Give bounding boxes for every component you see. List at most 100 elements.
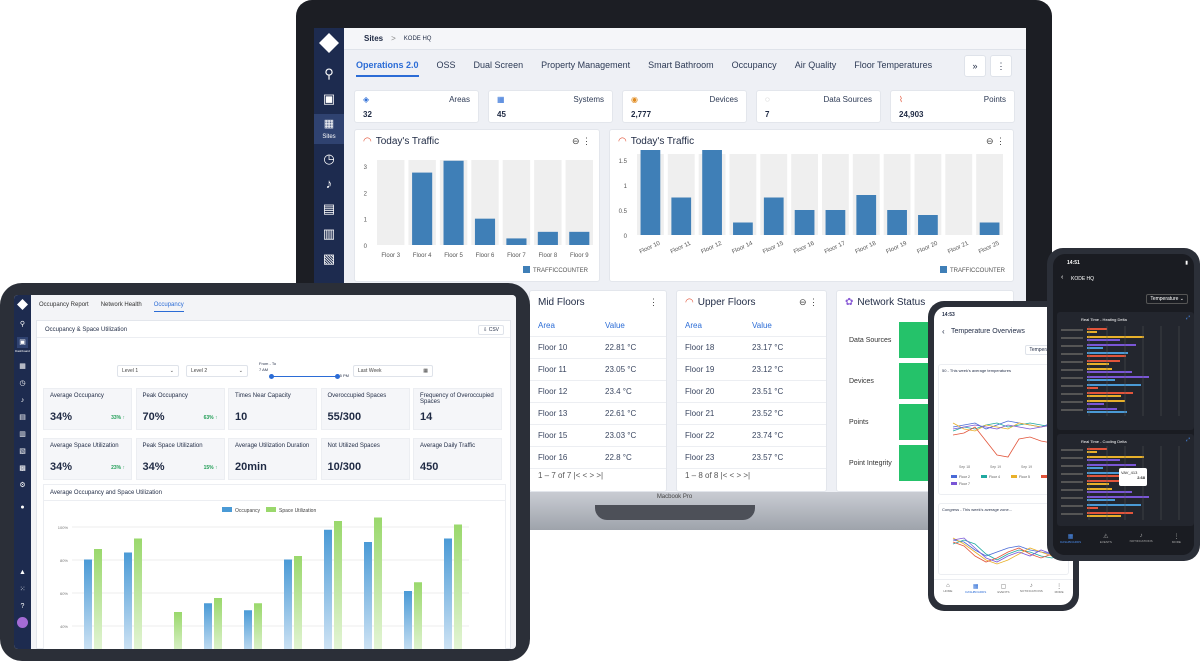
back-icon[interactable]: ‹ xyxy=(1061,274,1064,281)
nav-item[interactable]: ⋮ MORE xyxy=(1045,580,1073,605)
kpi-card: Average Daily Traffic 450 xyxy=(413,438,502,480)
clock-icon[interactable]: ◷ xyxy=(19,380,26,387)
document-icon[interactable]: ▥ xyxy=(322,226,336,241)
wifi-icon: ◠ xyxy=(685,297,694,308)
card-menu-icon[interactable]: ⊖ ⋮ xyxy=(798,297,818,307)
search-icon[interactable]: ⚲ xyxy=(19,321,26,328)
tab-air-quality[interactable]: Air Quality xyxy=(794,60,837,70)
y-tick-label: 1 xyxy=(364,218,368,224)
slider-handle-end[interactable] xyxy=(335,374,340,379)
traffic-chart-1: 0 1 2 3 Floor 3 Floor 4 Floor 5 Floor 6 Floor 7 F… xyxy=(364,160,593,274)
kpi-delta: 23% ↑ xyxy=(111,465,125,471)
tablet-screen: ⚲ ▣ Dashboard ▦ ◷ ♪ ▤ ▥ ▧ ▩ ⚙ ● ▲ ⁙ ? Oc… xyxy=(14,295,516,649)
bar xyxy=(671,197,692,235)
nav-label: DASHBOARDS xyxy=(965,590,987,594)
clock-icon[interactable]: ◷ xyxy=(323,151,335,166)
sites-icon[interactable]: ▦ xyxy=(19,363,26,370)
user-icon[interactable]: ● xyxy=(20,504,25,511)
breadcrumb-root[interactable]: Sites xyxy=(364,34,384,43)
expand-icon[interactable]: ⤢ xyxy=(1185,315,1190,321)
card-title: Network Status xyxy=(857,297,926,308)
tab-smart-bathroom[interactable]: Smart Bathroom xyxy=(648,60,714,70)
sidebar-dashboard-label: Dashboard xyxy=(15,349,30,353)
nav-item[interactable]: ▢ EVENTS xyxy=(990,580,1018,605)
stat-areas[interactable]: ◈ Areas 32 xyxy=(354,90,479,123)
battery-icon: ▮ xyxy=(1185,260,1188,266)
report-icon[interactable]: ▤ xyxy=(322,201,336,216)
export-csv-button[interactable]: ⇩ CSV xyxy=(478,325,504,335)
help-icon[interactable]: ? xyxy=(20,603,25,610)
nav-item[interactable]: ♪ NOTIFICATIONS xyxy=(1124,530,1159,555)
search-icon[interactable]: ⚲ xyxy=(324,66,334,81)
apps-grid-icon[interactable]: ⁙ xyxy=(19,586,26,593)
x-tick-label: Floor 25 xyxy=(978,240,1001,255)
card-title: Congress - This week's average zone... xyxy=(942,507,1013,512)
nav-item[interactable]: ♪ NOTIFICATIONS xyxy=(1017,580,1045,605)
bar xyxy=(412,172,433,245)
tab-occupancy[interactable]: Occupancy xyxy=(153,298,184,312)
tab-floor-temperatures[interactable]: Floor Temperatures xyxy=(854,60,933,70)
tab-occupancy[interactable]: Occupancy xyxy=(731,60,777,70)
stat-devices[interactable]: ◉ Devices 2,777 xyxy=(622,90,747,123)
nav-item[interactable]: ▦ DASHBOARDS xyxy=(1053,530,1088,555)
alarm-bell-icon[interactable]: ♪ xyxy=(20,397,25,404)
nav-item[interactable]: ⚠ EVENTS xyxy=(1088,530,1123,555)
table-row: Floor 15 23.03 °C xyxy=(530,425,666,447)
tab-oss[interactable]: OSS xyxy=(436,60,456,70)
stat-data-sources[interactable]: ◌ Data Sources 7 xyxy=(756,90,881,123)
dashboard-icon[interactable]: ▣ xyxy=(17,337,28,348)
tab-network-health[interactable]: Network Health xyxy=(100,302,142,308)
hierarchy-icon[interactable]: ▩ xyxy=(19,465,26,472)
legend-swatch xyxy=(222,507,232,512)
occupancy-bar xyxy=(124,552,132,649)
level-2-select[interactable]: Level 2 ⌄ xyxy=(186,365,248,377)
stat-systems[interactable]: ▦ Systems 45 xyxy=(488,90,613,123)
calendar-check-icon[interactable]: ▧ xyxy=(322,251,336,266)
tabs-menu-button[interactable]: ⋮ xyxy=(990,55,1012,77)
pagination[interactable]: 1 – 8 of 8 |< < > >| xyxy=(685,471,751,480)
calendar-icon[interactable]: ▧ xyxy=(19,448,26,455)
delta-bar xyxy=(1087,344,1136,346)
delta-bar xyxy=(1087,472,1128,474)
back-icon[interactable]: ‹ xyxy=(942,327,945,336)
card-menu-icon[interactable]: ⊖ ⋮ xyxy=(985,136,1005,146)
avatar[interactable] xyxy=(17,617,28,628)
pagination[interactable]: 1 – 7 of 7 |< < > >| xyxy=(538,471,604,480)
nav-item[interactable]: ⌂ HOME xyxy=(934,580,962,605)
period-select[interactable]: Last Week ▦ xyxy=(353,365,433,377)
gear-icon[interactable]: ⚙ xyxy=(19,482,26,489)
sidebar-item-sites[interactable]: ▦ Sites xyxy=(314,114,344,144)
tab-occupancy-report[interactable]: Occupancy Report xyxy=(39,302,89,308)
nav-item[interactable]: ▦ DASHBOARDS xyxy=(962,580,990,605)
time-range-slider[interactable]: From - To 7 AM 5 PM xyxy=(257,361,349,383)
stat-points[interactable]: ⌇ Points 24,903 xyxy=(890,90,1015,123)
cell-value: 23.51 °C xyxy=(752,387,784,396)
row-label-placeholder xyxy=(1061,329,1083,331)
legend-label: Space Utilization xyxy=(279,508,316,514)
occupancy-bar xyxy=(244,610,252,649)
level-1-select[interactable]: Level 1 ⌄ xyxy=(117,365,179,377)
tab-operations[interactable]: Operations 2.0 xyxy=(356,53,419,77)
alarm-bell-icon[interactable]: ♪ xyxy=(325,176,333,191)
x-tick-label: Floor 10 xyxy=(639,240,662,255)
tablet-tab-bar: Occupancy Report Network Health Occupanc… xyxy=(31,295,516,315)
upper-floors-card: ◠ Upper Floors ⊖ ⋮ Area Value Floor 18 23.17… xyxy=(676,290,827,492)
breadcrumb-current[interactable]: KODE HQ xyxy=(403,35,432,42)
slider-handle-start[interactable] xyxy=(269,374,274,379)
document-icon[interactable]: ▥ xyxy=(19,431,26,438)
card-menu-icon[interactable]: ⊖ ⋮ xyxy=(571,136,591,146)
report-icon[interactable]: ▤ xyxy=(19,414,26,421)
expand-icon[interactable]: ⤢ xyxy=(1185,437,1190,443)
nav-icon: ▦ xyxy=(1067,534,1074,540)
kpi-value: 55/300 xyxy=(327,411,362,423)
metric-dropdown[interactable]: Temperature ⌄ xyxy=(1146,294,1188,304)
tab-property-management[interactable]: Property Management xyxy=(541,60,631,70)
delta-bar xyxy=(1087,488,1112,490)
card-menu-icon[interactable]: ⋮ xyxy=(649,297,658,307)
rocket-icon[interactable]: ▲ xyxy=(19,569,26,576)
more-tabs-button[interactable]: » xyxy=(964,55,986,77)
nav-item[interactable]: ⋮ MORE xyxy=(1159,530,1194,555)
kpi-value: 10 xyxy=(235,411,248,423)
tab-dual-screen[interactable]: Dual Screen xyxy=(473,60,524,70)
dashboard-icon[interactable]: ▣ xyxy=(322,91,336,106)
